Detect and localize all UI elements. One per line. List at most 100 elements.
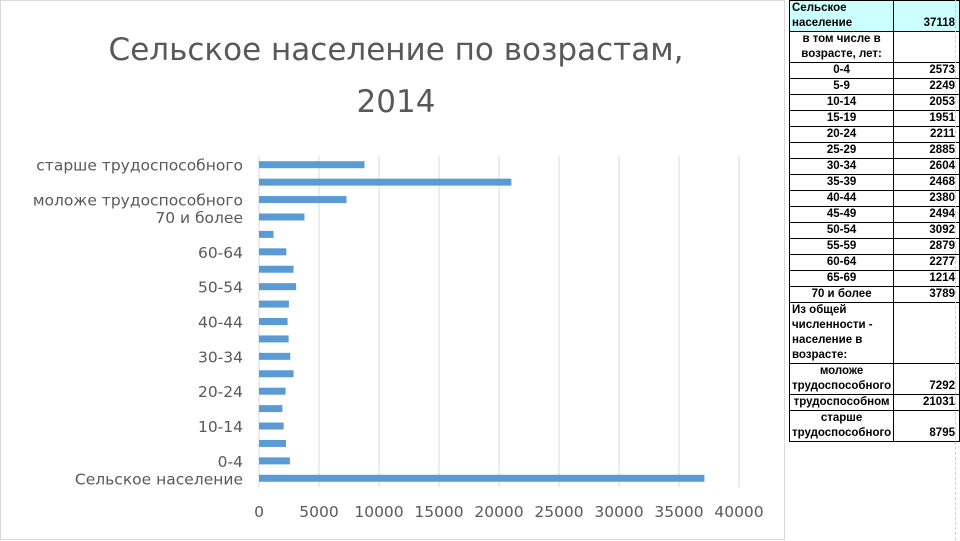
- table-label-cell: моложе трудоспособного: [788, 363, 895, 395]
- table-value-cell: 8795: [893, 410, 960, 442]
- table-value-cell: 3092: [893, 222, 960, 239]
- category-label: старше трудоспособного: [36, 157, 243, 175]
- bar: [259, 457, 290, 465]
- bar: [259, 335, 289, 343]
- table-label-cell: старше трудоспособного: [788, 410, 895, 442]
- table-row: 15-19 1951: [788, 110, 960, 127]
- table-value-cell: 2380: [893, 190, 960, 207]
- table-value-cell: 21031: [893, 394, 960, 411]
- x-tick-label: 15000: [414, 503, 463, 521]
- table-row: Из общей численности - население в возра…: [788, 302, 960, 364]
- table-row: 40-44 2380: [788, 190, 960, 207]
- table-label-cell: 45-49: [788, 206, 895, 223]
- bar: [259, 161, 365, 169]
- table-label-cell: 30-34: [788, 158, 895, 175]
- category-label: 40-44: [198, 314, 243, 332]
- table-label-cell: 40-44: [788, 190, 895, 207]
- table-value-cell: 2885: [893, 142, 960, 159]
- bar: [259, 370, 294, 378]
- table-value-cell: 2249: [893, 78, 960, 95]
- bar: [259, 283, 297, 291]
- table-row: 25-29 2885: [788, 142, 960, 159]
- table-value-cell: 3789: [893, 286, 960, 303]
- table-row: в том числе в возрасте, лет:: [788, 31, 960, 63]
- table-value-cell: 7292: [893, 363, 960, 395]
- table-row: старше трудоспособного 8795: [788, 410, 960, 442]
- table-label-cell: 20-24: [788, 126, 895, 143]
- x-tick-label: 35000: [654, 503, 703, 521]
- category-label: 20-24: [198, 383, 243, 401]
- x-tick-label: 30000: [594, 503, 643, 521]
- table-label-cell: 5-9: [788, 78, 895, 95]
- table-row: 20-24 2211: [788, 126, 960, 143]
- table-value-cell: 1951: [893, 110, 960, 127]
- category-label: Сельское население: [75, 470, 243, 488]
- table-value-cell: 1214: [893, 270, 960, 287]
- table-label-cell: 55-59: [788, 238, 895, 255]
- table-row: 65-69 1214: [788, 270, 960, 287]
- table-value-cell: 2277: [893, 254, 960, 271]
- bar: [259, 405, 283, 413]
- x-tick-label: 0: [254, 503, 264, 521]
- table-label-cell: Сельское население: [788, 0, 895, 32]
- bar: [259, 196, 347, 204]
- table-label-cell: 50-54: [788, 222, 895, 239]
- table-row: 5-9 2249: [788, 78, 960, 95]
- table-label-cell: 10-14: [788, 94, 895, 111]
- bar: [259, 352, 291, 360]
- table-row: 30-34 2604: [788, 158, 960, 175]
- bar: [259, 318, 288, 325]
- bar: [259, 300, 289, 308]
- table-value-cell: 2494: [893, 206, 960, 223]
- table-label-cell: трудоспособном: [788, 394, 895, 411]
- category-label: 0-4: [218, 453, 243, 471]
- table-row: 60-64 2277: [788, 254, 960, 271]
- table-label-cell: 0-4: [788, 62, 895, 79]
- table-row: трудоспособном 21031: [788, 394, 960, 411]
- table-row: 55-59 2879: [788, 238, 960, 255]
- category-label: 50-54: [198, 279, 243, 297]
- table-value-cell: 37118: [893, 0, 960, 32]
- x-tick-label: 25000: [534, 503, 583, 521]
- table-row: Сельское население 37118: [788, 0, 960, 32]
- table-label-cell: 15-19: [788, 110, 895, 127]
- table-value-cell: [893, 31, 960, 63]
- table-label-cell: 60-64: [788, 254, 895, 271]
- chart-title-line-2: 2014: [356, 84, 436, 120]
- bar-chart: 0 5000 10000 15000 20000 25000 30000 35000 40000…: [33, 156, 764, 521]
- x-tick-label: 40000: [714, 503, 763, 521]
- table-label-cell: 70 и более: [788, 286, 895, 303]
- bar: [259, 213, 305, 221]
- table-row: 10-14 2053: [788, 94, 960, 111]
- table-row: 50-54 3092: [788, 222, 960, 239]
- table-value-cell: 2211: [893, 126, 960, 143]
- bar: [259, 265, 294, 273]
- x-tick-label: 5000: [299, 503, 338, 521]
- bar: [259, 387, 286, 395]
- category-label: 60-64: [198, 244, 243, 262]
- table-value-cell: [893, 302, 960, 364]
- table-row: моложе трудоспособного 7292: [788, 363, 960, 395]
- category-label: 30-34: [198, 348, 243, 366]
- table-row: 35-39 2468: [788, 174, 960, 191]
- table-value-cell: 2468: [893, 174, 960, 191]
- table-label-cell: 65-69: [788, 270, 895, 287]
- table-row: 45-49 2494: [788, 206, 960, 223]
- table-value-cell: 2604: [893, 158, 960, 175]
- bar: [259, 248, 287, 256]
- chart-area: 0 5000 10000 15000 20000 25000 30000 35000 40000…: [0, 0, 785, 540]
- bar: [259, 474, 705, 482]
- table-label-cell: Из общей численности - население в возра…: [788, 302, 895, 364]
- category-label: 70 и более: [155, 209, 243, 227]
- data-table: Сельское население 37118 в том числе в воз…: [788, 0, 960, 442]
- table-value-cell: 2053: [893, 94, 960, 111]
- x-tick-label: 10000: [354, 503, 403, 521]
- category-label: моложе трудоспособного: [33, 192, 243, 210]
- table-label-cell: в том числе в возрасте, лет:: [788, 31, 895, 63]
- table-row: 0-4 2573: [788, 62, 960, 79]
- chart-title-line-1: Сельское население по возрастам,: [108, 32, 684, 68]
- bar: [259, 178, 512, 186]
- bar: [259, 230, 274, 238]
- bar: [259, 422, 284, 430]
- table-label-cell: 25-29: [788, 142, 895, 159]
